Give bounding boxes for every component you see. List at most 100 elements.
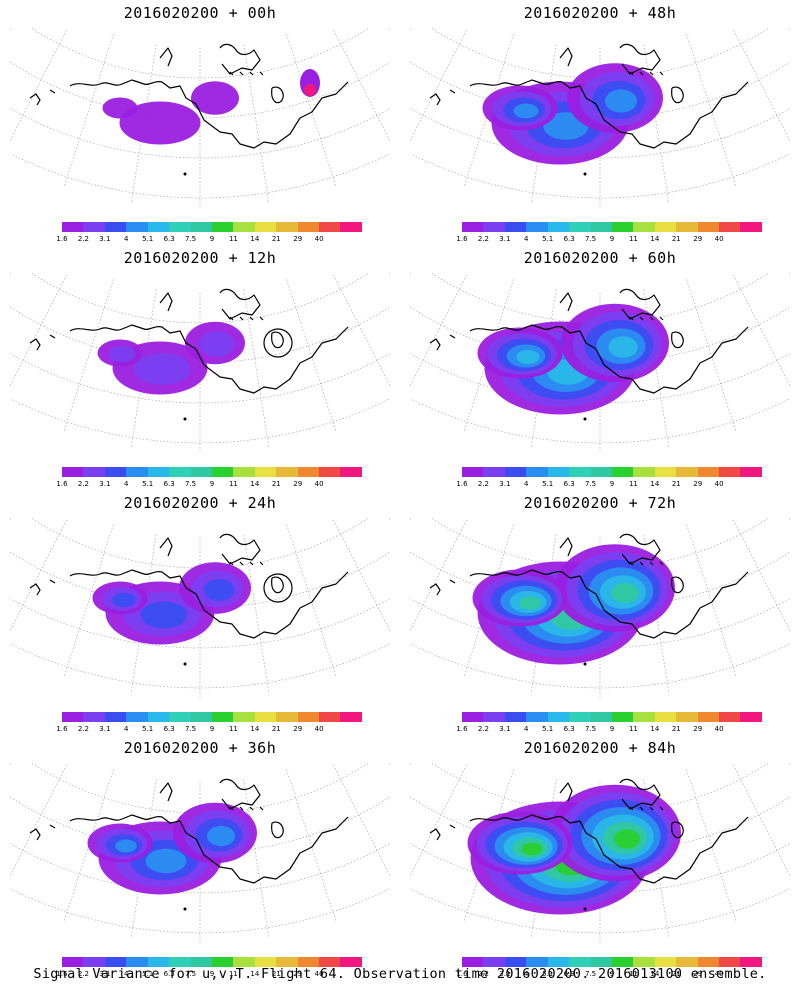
colorbar-swatch (297, 957, 320, 967)
coastline (29, 533, 349, 639)
colorbar-tick-label: 40 (314, 725, 324, 733)
meridian-line (410, 763, 468, 877)
variance-contour (145, 848, 187, 874)
colorbar-swatch (483, 467, 505, 477)
colorbar (462, 957, 762, 967)
meridian-line (410, 763, 412, 766)
meridian-line (410, 28, 468, 142)
meridian-line (10, 273, 12, 276)
latitude-line (410, 153, 790, 199)
variance-map (10, 763, 390, 943)
meridian-line (732, 518, 790, 632)
colorbar-tick-label: 5.1 (142, 725, 154, 733)
meridian-line (63, 524, 114, 677)
colorbar-swatch (526, 957, 548, 967)
colorbar-swatch (83, 222, 105, 232)
meridian-line (332, 28, 390, 142)
meridian-line (63, 769, 114, 922)
colorbar-swatch (740, 467, 762, 477)
colorbar-swatch (462, 957, 484, 967)
meridian-line (10, 763, 68, 877)
colorbar-tick-label: 21 (271, 970, 281, 978)
colorbar-swatch (319, 467, 341, 477)
colorbar-swatch (147, 222, 170, 232)
variance-contour (119, 101, 201, 145)
variance-contour (102, 97, 138, 119)
colorbar-tick-label: 6.3 (163, 725, 175, 733)
colorbar-tick-label: 29 (693, 725, 703, 733)
colorbar-labels: 1.6 2.2 3.1 4 5.1 6.3 7.5 9 11 14 21 29 40 (56, 725, 362, 735)
meridian-line (686, 524, 737, 677)
meridian-line (732, 273, 790, 387)
colorbar-tick-label: 11 (228, 480, 238, 488)
colorbar-swatch (276, 467, 298, 477)
colorbar-tick-label: 9 (609, 970, 615, 978)
colorbar-swatch (169, 467, 191, 477)
colorbar-swatch (547, 712, 570, 722)
coastline (29, 43, 349, 149)
colorbar-swatch (254, 222, 277, 232)
colorbar-swatch (319, 957, 341, 967)
latitude-line (10, 108, 390, 159)
meridian-line (463, 34, 514, 187)
colorbar-swatch (190, 467, 212, 477)
coastline (429, 288, 749, 394)
latitude-line (10, 353, 390, 404)
colorbar-swatch (190, 222, 212, 232)
colorbar-swatch (719, 467, 741, 477)
colorbar-swatch (676, 222, 698, 232)
colorbar-swatch (676, 957, 698, 967)
meridian-line (243, 534, 270, 693)
colorbar-tick-label: 2.2 (77, 725, 89, 733)
variance-map (410, 763, 790, 943)
variance-field (97, 321, 245, 395)
colorbar-swatch (504, 467, 527, 477)
colorbar-swatch (62, 957, 84, 967)
meridian-line (243, 779, 270, 938)
colorbar-swatch (254, 467, 277, 477)
variance-contour (203, 579, 235, 601)
colorbar-tick-label: 4 (124, 970, 129, 978)
colorbar-tick-label: 14 (650, 235, 660, 243)
latitude-line (10, 643, 390, 689)
colorbar-swatch (233, 957, 255, 967)
panel-title: 2016020200 + 00h (123, 4, 277, 22)
meridian-line (388, 763, 390, 766)
variance-contour (516, 350, 540, 364)
meridian-line (732, 763, 790, 877)
colorbar-swatch (611, 467, 634, 477)
colorbar-tick-label: 40 (714, 235, 724, 243)
meridian-line (463, 279, 514, 432)
meridian-line (10, 28, 68, 142)
colorbar-tick-label: 7.5 (584, 235, 597, 243)
meridian-line (788, 763, 790, 766)
meridian-line (463, 524, 514, 677)
variance-contour (608, 336, 638, 358)
variance-contour (133, 353, 191, 385)
meridian-line (463, 769, 514, 922)
colorbar-tick-label: 1.6 (456, 235, 468, 243)
colorbar-tick-label: 14 (250, 725, 260, 733)
meridian-line (643, 289, 670, 448)
colorbar-tick-label: 9 (209, 970, 215, 978)
colorbar-tick-label: 21 (271, 235, 281, 243)
variance-contour (611, 582, 639, 604)
island-marker (583, 417, 587, 421)
colorbar-swatch (233, 712, 255, 722)
colorbar-swatch (126, 957, 148, 967)
colorbar-tick-label: 14 (250, 480, 260, 488)
colorbar-swatch (526, 467, 548, 477)
colorbar-tick-label: 14 (250, 970, 260, 978)
colorbar-swatch (719, 712, 741, 722)
meridian-line (410, 518, 412, 521)
colorbar-tick-label: 4 (524, 725, 529, 733)
variance-map (10, 28, 390, 208)
island-marker (183, 662, 187, 666)
meridian-line (686, 279, 737, 432)
colorbar-tick-label: 5.1 (142, 480, 154, 488)
variance-contour (207, 825, 235, 847)
panel-12h: 2016020200 + 12h 1.6 2.2 3.1 4 5.1 6.3 7.5 9 11 1… (0, 245, 400, 490)
colorbar-tick-label: 2.2 (477, 725, 489, 733)
colorbar-swatch (297, 222, 320, 232)
colorbar-tick-label: 40 (314, 235, 324, 243)
